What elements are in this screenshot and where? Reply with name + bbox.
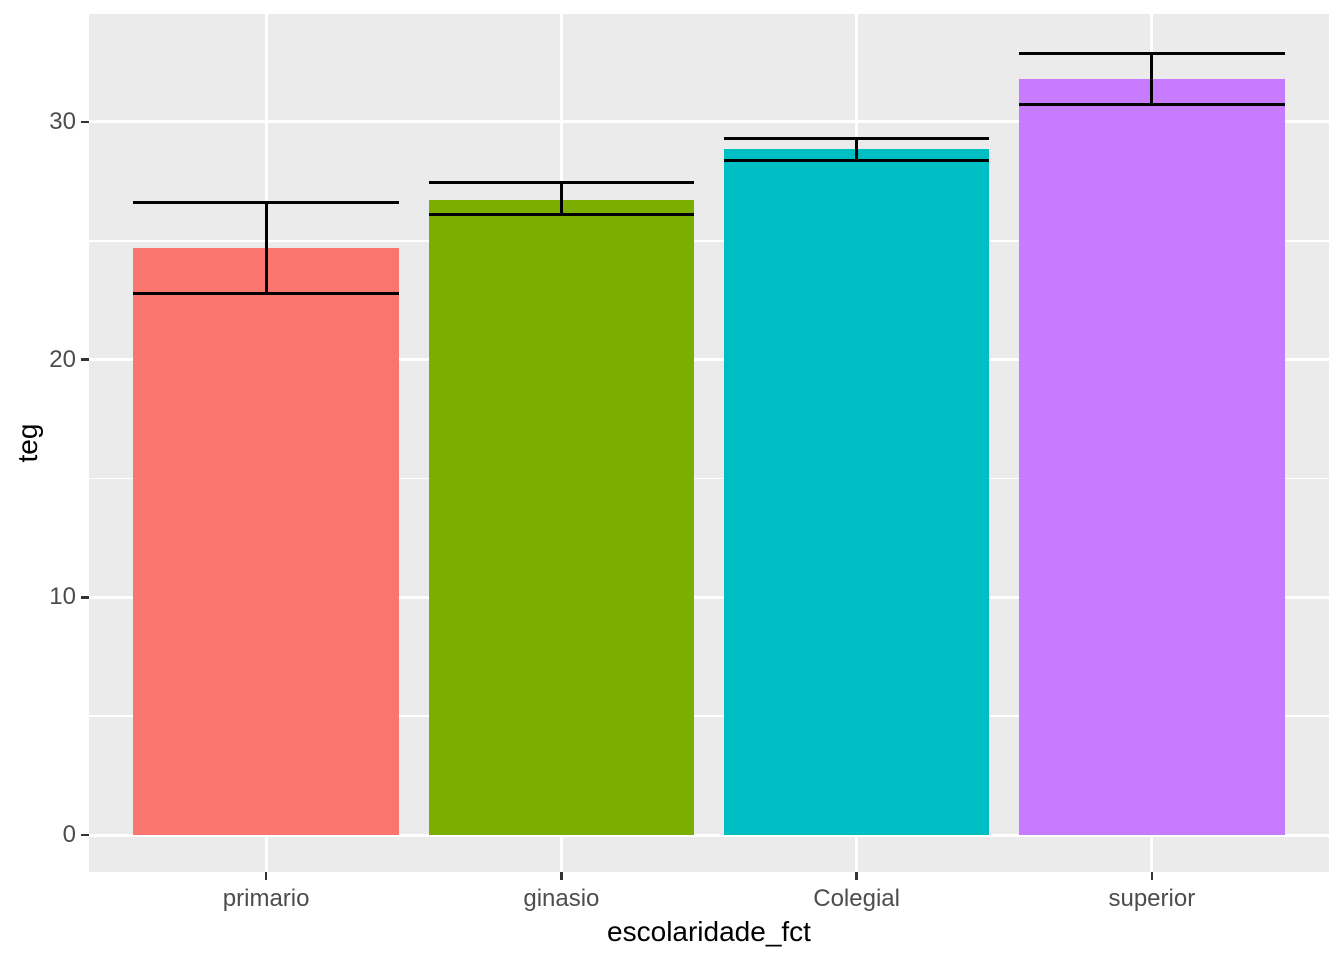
x-tick-mark: [264, 872, 268, 880]
x-axis-title: escolaridade_fct: [607, 916, 811, 947]
y-tick-label: 20: [49, 345, 76, 373]
gridline-major-horizontal: [89, 595, 1329, 599]
bar-ginasio: [428, 200, 695, 835]
x-tick-mark: [855, 872, 858, 880]
y-tick-label: 30: [49, 107, 76, 135]
plot-panel: [89, 14, 1329, 872]
bar-primario: [133, 247, 399, 835]
errorbar-stem-ginasio: [559, 182, 563, 215]
errorbar-stem-primario: [264, 202, 268, 294]
gridline-major-horizontal: [89, 358, 1329, 362]
x-tick-mark: [560, 872, 563, 880]
y-tick-label: 10: [49, 583, 76, 611]
errorbar-cap-lower-superior: [1019, 102, 1285, 106]
errorbar-stem-Colegial: [855, 138, 859, 160]
errorbar-cap-upper-superior: [1019, 51, 1285, 55]
gridline-minor-horizontal: [89, 715, 1329, 717]
gridline-major-horizontal: [89, 833, 1329, 837]
x-tick-label-ginasio: ginasio: [523, 885, 600, 912]
x-tick-label-superior: superior: [1108, 885, 1196, 912]
y-axis-title: teg: [12, 423, 43, 463]
bar-superior: [1019, 79, 1285, 835]
errorbar-stem-superior: [1150, 53, 1154, 105]
y-tick-mark: [81, 120, 89, 124]
x-tick-label-Colegial: Colegial: [813, 885, 900, 912]
y-tick-mark: [81, 833, 89, 837]
y-tick-mark: [81, 596, 89, 599]
x-tick-mark: [1150, 872, 1154, 880]
errorbar-cap-upper-primario: [133, 201, 399, 205]
x-tick-label-primario: primario: [222, 885, 310, 912]
errorbar-cap-lower-ginasio: [428, 213, 695, 217]
errorbar-cap-lower-Colegial: [723, 158, 990, 162]
gridline-major-horizontal: [89, 120, 1329, 124]
gridline-minor-horizontal: [89, 477, 1329, 480]
y-tick-mark: [81, 358, 89, 361]
y-tick-label: 0: [62, 821, 76, 848]
gridline-minor-horizontal: [89, 240, 1329, 242]
errorbar-cap-upper-ginasio: [428, 181, 695, 185]
bar-Colegial: [723, 149, 990, 835]
errorbar-cap-upper-Colegial: [723, 137, 990, 141]
errorbar-cap-lower-primario: [133, 291, 399, 295]
